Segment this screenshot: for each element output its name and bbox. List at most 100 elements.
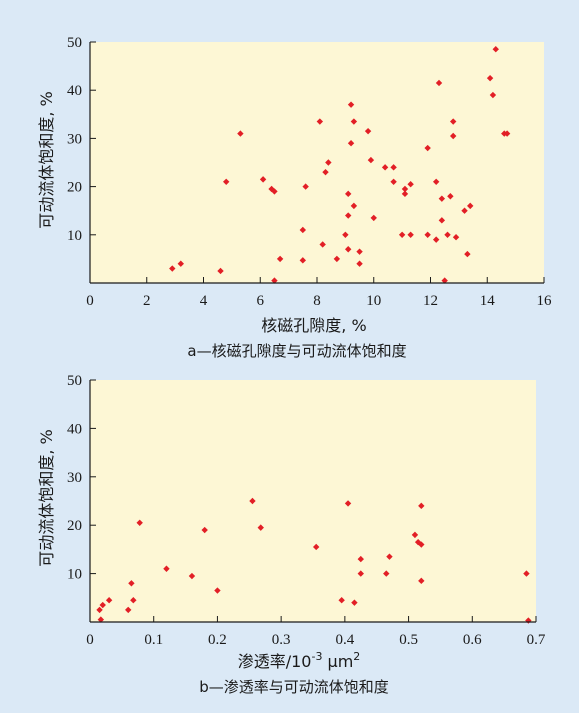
panel-a-data-point bbox=[441, 277, 448, 284]
panel-a-y-tick-label: 40 bbox=[67, 83, 82, 99]
panel-a-data-point bbox=[347, 140, 355, 147]
panel-a-data-point bbox=[322, 168, 329, 176]
panel-b: 0 0.1 0.2 0.3 0.4 0.5 0.6 0.7 10 20 30 40 50 渗透率/10-… bbox=[37, 373, 546, 696]
panel-a-data-point bbox=[438, 195, 446, 202]
panel-a-data-point bbox=[316, 118, 324, 125]
panel-a-data-point bbox=[276, 255, 284, 263]
panel-a-y-tick-label: 20 bbox=[67, 180, 82, 196]
panel-a-x-tick-label: 2 bbox=[143, 293, 151, 309]
panel-a: 0 2 4 6 8 10 12 14 16 10 20 30 40 50 核磁孔隙度, % 可动流体饱和度… bbox=[37, 35, 552, 360]
panel-a-data-point bbox=[447, 193, 454, 200]
panel-a-data-point bbox=[424, 231, 431, 238]
panel-a-data-point bbox=[271, 277, 278, 284]
panel-b-data-point bbox=[128, 580, 135, 587]
panel-a-data-point bbox=[271, 188, 278, 195]
panel-a-data-point bbox=[432, 236, 440, 243]
panel-b-data-point bbox=[351, 599, 358, 606]
panel-a-data-point bbox=[381, 164, 389, 171]
panel-b-data-point bbox=[201, 526, 208, 534]
panel-a-data-point bbox=[367, 156, 375, 164]
panel-b-data-point bbox=[312, 543, 320, 551]
panel-a-x-tick-label: 10 bbox=[366, 293, 381, 309]
panel-a-caption: a—核磁孔隙度与可动流体饱和度 bbox=[187, 342, 406, 360]
panel-b-x-tick-label: 0.2 bbox=[208, 632, 227, 648]
panel-b-data-point bbox=[214, 587, 221, 594]
panel-a-data-point bbox=[345, 190, 352, 198]
panel-b-data-point bbox=[125, 606, 132, 614]
panel-a-points bbox=[169, 46, 511, 284]
panel-b-x-tick-label: 0.7 bbox=[527, 632, 546, 648]
panel-b-data-point bbox=[383, 570, 390, 577]
panel-a-ticks: 0 2 4 6 8 10 12 14 16 10 20 30 40 50 bbox=[67, 35, 552, 309]
panel-a-x-tick-label: 6 bbox=[257, 293, 265, 309]
panel-b-x-tick-label: 0.3 bbox=[272, 632, 291, 648]
panel-b-data-point bbox=[136, 519, 143, 526]
panel-a-data-point bbox=[486, 74, 494, 82]
panel-a-data-point bbox=[333, 255, 341, 263]
panel-a-data-point bbox=[350, 202, 358, 210]
panel-a-data-point bbox=[401, 190, 409, 198]
panel-b-data-point bbox=[418, 577, 425, 585]
panel-a-y-tick-label: 50 bbox=[67, 35, 82, 51]
panel-a-data-point bbox=[169, 265, 176, 272]
panel-b-plot-area bbox=[90, 380, 536, 622]
panel-a-data-point bbox=[342, 231, 349, 238]
panel-a-data-point bbox=[450, 132, 457, 140]
panel-a-data-point bbox=[461, 207, 468, 214]
panel-b-x-axis-title: 渗透率/10-3 μm2 bbox=[238, 650, 361, 671]
panel-b-data-point bbox=[418, 502, 425, 510]
panel-b-data-point bbox=[163, 565, 170, 572]
panel-a-data-point bbox=[325, 159, 332, 166]
panel-a-data-point bbox=[438, 217, 446, 224]
panel-a-data-point bbox=[237, 130, 244, 137]
panel-a-data-point bbox=[467, 202, 474, 210]
panel-a-data-point bbox=[398, 231, 406, 238]
panel-a-data-point bbox=[424, 144, 431, 152]
panel-a-y-tick-label: 10 bbox=[67, 228, 82, 244]
panel-a-data-point bbox=[364, 127, 372, 135]
panel-a-data-point bbox=[435, 79, 443, 87]
panel-b-x-tick-label: 0.4 bbox=[335, 632, 354, 648]
panel-a-x-tick-label: 8 bbox=[313, 293, 321, 309]
panel-a-data-point bbox=[299, 226, 307, 234]
panel-a-data-point bbox=[217, 267, 224, 275]
panel-b-x-axis-title-exponent: -3 bbox=[311, 650, 322, 663]
panel-b-data-point bbox=[357, 570, 364, 577]
panel-b-data-point bbox=[386, 553, 393, 560]
panel-a-data-point bbox=[319, 241, 326, 248]
panel-b-x-tick-label: 0.6 bbox=[463, 632, 482, 648]
panel-b-data-point bbox=[96, 606, 103, 614]
panel-a-x-tick-label: 16 bbox=[537, 293, 553, 309]
panel-b-x-tick-label: 0.1 bbox=[144, 632, 163, 648]
panel-a-data-point bbox=[350, 118, 358, 125]
panel-a-plot-area bbox=[90, 42, 544, 283]
panel-b-data-point bbox=[249, 497, 256, 505]
panel-a-data-point bbox=[259, 176, 267, 183]
panel-b-data-point bbox=[418, 541, 425, 548]
panel-a-data-point bbox=[347, 101, 355, 108]
panel-b-x-axis-title-main: 渗透率/10 bbox=[238, 652, 312, 671]
panel-b-data-point bbox=[523, 570, 530, 577]
panel-b-points bbox=[96, 497, 532, 624]
panel-a-data-point bbox=[450, 118, 457, 125]
panel-b-data-point bbox=[344, 500, 352, 507]
panel-a-data-point bbox=[452, 234, 460, 241]
panel-b-data-point bbox=[130, 597, 137, 604]
panel-a-data-point bbox=[492, 46, 499, 53]
panel-b-x-axis-title-unit-exponent: 2 bbox=[353, 650, 360, 663]
panel-b-x-tick-label: 0 bbox=[86, 632, 94, 648]
panel-a-data-point bbox=[407, 180, 414, 188]
panel-b-y-tick-label: 50 bbox=[67, 373, 82, 389]
panel-a-y-tick-label: 30 bbox=[67, 131, 82, 147]
panel-a-data-point bbox=[390, 164, 397, 171]
panel-b-y-tick-label: 40 bbox=[67, 421, 82, 437]
panel-a-x-tick-label: 0 bbox=[86, 293, 94, 309]
panel-b-y-tick-label: 10 bbox=[67, 567, 82, 583]
panel-a-data-point bbox=[464, 250, 471, 258]
panel-a-data-point bbox=[345, 246, 352, 253]
panel-a-data-point bbox=[489, 91, 497, 99]
panel-a-x-tick-label: 12 bbox=[423, 293, 438, 309]
panel-a-data-point bbox=[401, 185, 409, 193]
panel-a-y-axis-title: 可动流体饱和度, % bbox=[37, 91, 56, 228]
panel-b-data-point bbox=[97, 616, 105, 623]
